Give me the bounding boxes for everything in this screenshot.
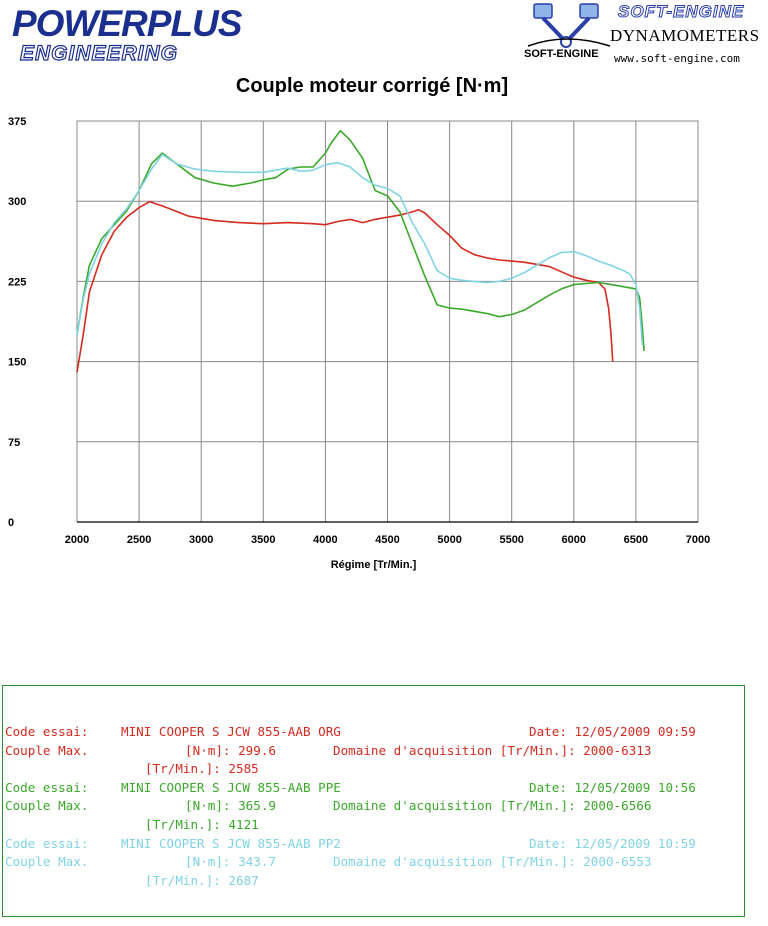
test-rpm-row: [Tr/Min.]: 4121 (3, 816, 744, 835)
test-date: Date: 12/05/2009 10:59 (529, 835, 696, 851)
y-tick-label: 0 (8, 517, 14, 529)
logo-powerplus-text: POWERPLUS (12, 3, 242, 44)
y-tick-label: 150 (8, 357, 26, 369)
x-axis-label: Régime [Tr/Min.] (331, 559, 417, 571)
logo-soft-engine-small: SOFT-ENGINE (524, 48, 599, 60)
y-tick-label: 375 (8, 116, 26, 128)
acquisition-domain: Domaine d'acquisition [Tr/Min.]: 2000-63… (333, 742, 652, 758)
y-tick-label: 300 (8, 196, 26, 208)
test-code-row: Code essai: MINI COOPER S JCW 855-AAB ORG… (3, 723, 744, 742)
series-line-1 (76, 200, 614, 373)
test-rpm-row: [Tr/Min.]: 2687 (3, 872, 744, 891)
test-info-panel: Code essai: MINI COOPER S JCW 855-AAB ORG… (2, 685, 745, 917)
test-date: Date: 12/05/2009 10:56 (529, 779, 696, 795)
series-line-3 (76, 153, 644, 346)
code-essai-value: MINI COOPER S JCW 855-AAB PPE (121, 779, 341, 795)
couple-max-value: [N·m]: 343.7 (185, 854, 276, 870)
couple-max-label: Couple Max. (5, 798, 89, 814)
test-date: Date: 12/05/2009 09:59 (529, 724, 696, 739)
chart-series (76, 129, 645, 373)
chart-ticks: 2000 2500 3000 3500 4000 4500 5000 5500 6000 6500… (8, 116, 710, 546)
x-tick-label: 6000 (562, 534, 586, 546)
y-tick-label: 75 (8, 437, 20, 449)
logo-engineering-text: ENGINEERING (19, 41, 179, 65)
soft-engine-logo: SOFT-ENGINE DYNAMOMETERS SOFT-ENGINE www… (522, 2, 762, 72)
x-tick-label: 6500 (624, 534, 648, 546)
max-rpm-value: [Tr/Min.]: 2585 (145, 761, 259, 777)
acquisition-domain: Domaine d'acquisition [Tr/Min.]: 2000-65… (333, 798, 652, 814)
couple-max-value: [N·m]: 299.6 (185, 742, 276, 758)
test-couple-row: Couple Max. [N·m]: 343.7 Domaine d'acquisi… (3, 853, 744, 872)
logo-dynamometers-text: DYNAMOMETERS (610, 26, 760, 45)
y-tick-label: 225 (8, 276, 26, 288)
code-essai-value: MINI COOPER S JCW 855-AAB PP2 (121, 835, 341, 851)
code-essai-label: Code essai: (5, 779, 89, 795)
x-tick-label: 3000 (189, 534, 213, 546)
test-code-row: Code essai: MINI COOPER S JCW 855-AAB PPE… (3, 779, 744, 798)
chart-grid (76, 120, 699, 523)
code-essai-label: Code essai: (5, 724, 89, 739)
x-tick-label: 2500 (127, 534, 151, 546)
code-essai-value: MINI COOPER S JCW 855-AAB ORG (121, 724, 341, 739)
max-rpm-value: [Tr/Min.]: 2687 (145, 872, 259, 888)
test-couple-row: Couple Max. [N·m]: 299.6 Domaine d'acquisi… (3, 742, 744, 761)
x-tick-label: 5500 (499, 534, 523, 546)
piston-icon (527, 3, 611, 48)
chart-title: Couple moteur corrigé [N·m] (235, 75, 509, 97)
x-tick-label: 4000 (313, 534, 337, 546)
logo-soft-engine-title: SOFT-ENGINE (617, 2, 745, 22)
x-tick-label: 3500 (251, 534, 275, 546)
x-tick-label: 5000 (437, 534, 461, 546)
test-couple-row: Couple Max. [N·m]: 365.9 Domaine d'acquisi… (3, 797, 744, 816)
acquisition-domain: Domaine d'acquisition [Tr/Min.]: 2000-65… (333, 854, 652, 870)
couple-max-label: Couple Max. (5, 742, 89, 758)
x-tick-label: 2000 (65, 534, 89, 546)
series-line-2 (76, 129, 645, 351)
code-essai-label: Code essai: (5, 835, 89, 851)
couple-max-value: [N·m]: 365.9 (185, 798, 276, 814)
powerplus-logo: POWERPLUS ENGINEERING (12, 3, 242, 72)
test-rpm-row: [Tr/Min.]: 2585 (3, 760, 744, 779)
couple-max-label: Couple Max. (5, 854, 89, 870)
x-tick-label: 4500 (375, 534, 399, 546)
test-code-row: Code essai: MINI COOPER S JCW 855-AAB PP2… (3, 835, 744, 854)
torque-chart: 2000 2500 3000 3500 4000 4500 5000 5500 6000 6500… (8, 116, 710, 571)
logo-website-text: www.soft-engine.com (614, 52, 740, 65)
max-rpm-value: [Tr/Min.]: 4121 (145, 816, 259, 832)
x-tick-label: 7000 (686, 534, 710, 546)
